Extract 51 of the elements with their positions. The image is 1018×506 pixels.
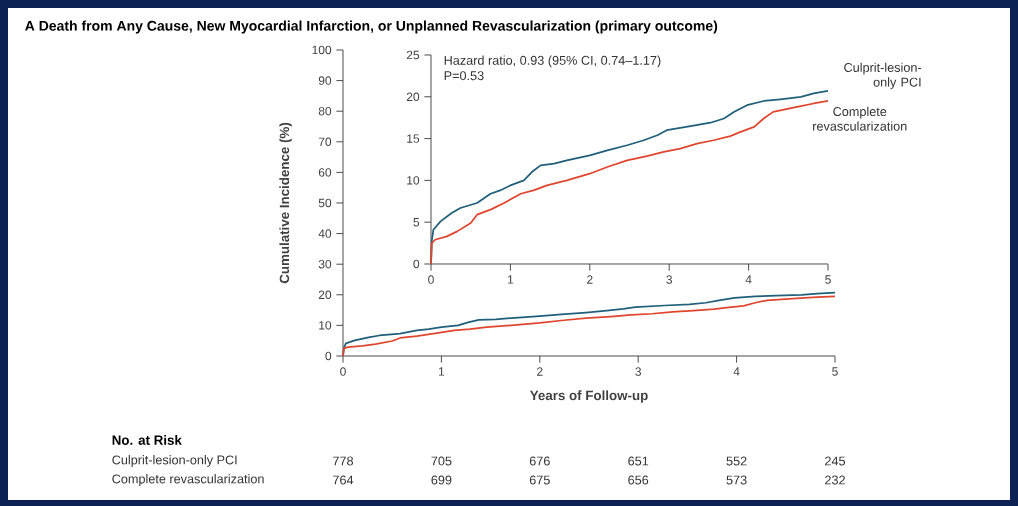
text: 245	[825, 456, 846, 466]
y-tick-label: 60	[318, 168, 332, 177]
x-tick-label: 5	[832, 367, 838, 376]
y-tick-label: 50	[318, 198, 332, 208]
y-tick-label: 80	[318, 106, 332, 116]
x-tick-label: 1	[507, 275, 514, 284]
text: 699	[431, 475, 452, 485]
x-tick-label: 5	[825, 275, 831, 284]
x-tick-label: 3	[666, 275, 673, 284]
series-label: Culprit-lesion-only PCI	[844, 62, 922, 90]
x-tick-label: 2	[587, 275, 593, 284]
annotation: Hazard ratio, 0.93 (95% CI, 0.74–1.17)	[444, 55, 661, 68]
chart-title: A Death from Any Cause, New Myocardial Infarction, or Unplanned Revascularization (primary outcome)	[25, 20, 718, 34]
x-tick-label: 3	[635, 367, 642, 376]
text: Complete revascularization	[112, 474, 264, 486]
y-tick-label: 100	[312, 45, 332, 55]
series-label: Complete revascularization	[813, 106, 907, 131]
text: 675	[529, 475, 550, 485]
y-tick-label: 10	[319, 321, 332, 330]
x-tick-label: 2	[537, 367, 543, 376]
y-tick-label: 70	[318, 137, 332, 147]
text: 778	[333, 456, 354, 466]
text: 573	[726, 475, 747, 485]
text: No. at Risk	[112, 435, 182, 445]
y-tick-label: 20	[406, 92, 420, 102]
text: 676	[529, 456, 550, 466]
text: 651	[628, 456, 649, 466]
x-tick-label: 0	[340, 367, 346, 376]
y-tick-label: 0	[413, 259, 420, 269]
y-tick-label: 30	[318, 259, 332, 269]
x-tick-label: 0	[428, 275, 434, 284]
text: 656	[628, 475, 649, 485]
text: Culprit-lesion-only PCI	[112, 455, 237, 467]
y-tick-label: 20	[318, 290, 332, 300]
y-tick-label: 15	[407, 134, 420, 143]
y-tick-label: 90	[318, 76, 332, 85]
x-tick-label: 4	[733, 367, 740, 376]
x-axis-title: Years of Follow-up	[529, 390, 648, 403]
text: 232	[825, 475, 845, 485]
annotation: P=0.53	[444, 71, 484, 81]
y-tick-label: 0	[325, 351, 332, 361]
y-tick-label: 25	[406, 50, 420, 60]
y-tick-label: 5	[413, 218, 420, 227]
text: 764	[333, 475, 354, 485]
x-tick-label: 1	[438, 367, 445, 376]
x-tick-label: 4	[745, 275, 752, 284]
y-tick-label: 10	[407, 176, 420, 185]
text: 705	[431, 456, 452, 466]
y-tick-label: 40	[318, 229, 332, 238]
text: 552	[726, 456, 747, 466]
y-axis-title: Cumulative Incidence (%)	[279, 122, 292, 284]
